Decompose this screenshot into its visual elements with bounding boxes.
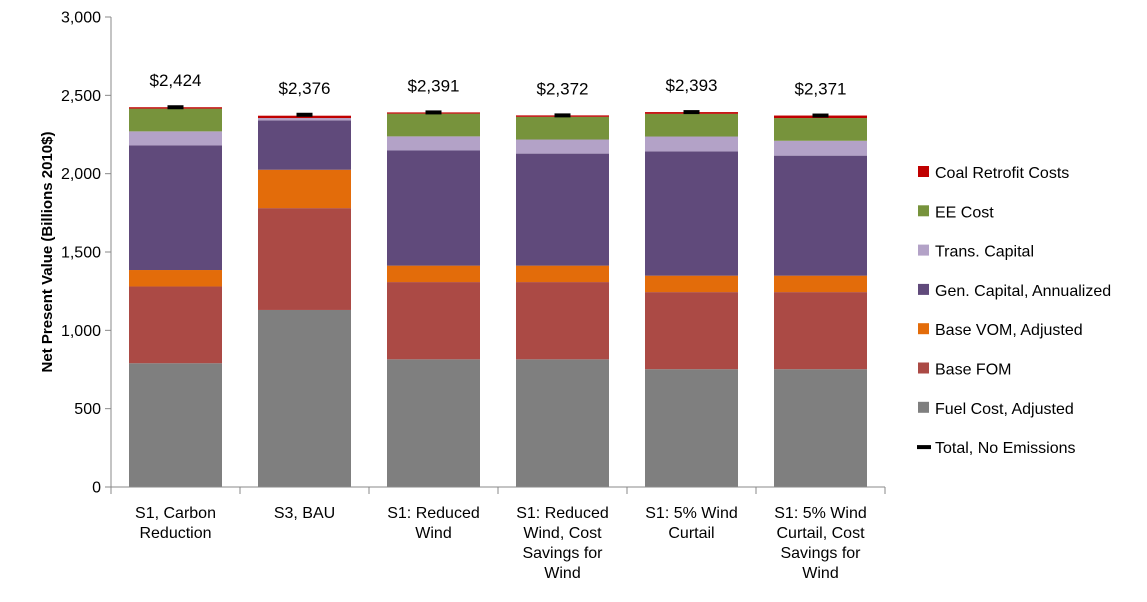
legend-label-base-vom-adjusted: Base VOM, Adjusted xyxy=(935,322,1083,339)
bar-segment-gen-capital-annualized-1 xyxy=(129,145,222,271)
bar-segment-trans-capital-3 xyxy=(387,136,480,151)
bar-segment-trans-capital-4 xyxy=(516,139,609,154)
legend-label-ee-cost: EE Cost xyxy=(935,204,994,221)
legend-swatch-ee-cost xyxy=(918,205,929,217)
total-label-4: $2,372 xyxy=(537,79,589,98)
category-label-2: S3, BAU xyxy=(274,505,335,522)
legend-swatch-fuel-cost-adjusted xyxy=(918,401,929,413)
total-marker-1 xyxy=(167,105,184,110)
axes: S1, Carbon Reduction S3, BAU S1: Reduced Win… xyxy=(61,10,886,582)
bar-segment-base-fom-3 xyxy=(387,282,480,360)
bar-segment-ee-cost-6 xyxy=(774,118,867,141)
category-label-1: S1, Carbon Reduction xyxy=(135,505,216,542)
category-label-5: S1: 5% Wind Curtail xyxy=(645,505,737,542)
y-tick-label-2500: 2,500 xyxy=(61,88,101,105)
total-label-2: $2,376 xyxy=(279,79,331,98)
bar-segment-base-vom-adjusted-4 xyxy=(516,265,609,283)
bar-segment-fuel-cost-adjusted-3 xyxy=(387,359,480,487)
total-marker-2 xyxy=(296,112,313,117)
total-label-5: $2,393 xyxy=(666,76,718,95)
y-tick-label-1000: 1,000 xyxy=(61,323,101,340)
legend-swatch-total-no-emissions xyxy=(917,445,931,450)
category-label-4: S1: Reduced Wind, Cost Savings for Wind xyxy=(516,505,609,582)
legend-swatch-trans-capital xyxy=(918,244,929,256)
bar-segment-trans-capital-2 xyxy=(258,118,351,121)
bar-segment-base-fom-6 xyxy=(774,292,867,370)
y-tick-label-1500: 1,500 xyxy=(61,245,101,262)
legend-label-gen-capital-annualized: Gen. Capital, Annualized xyxy=(935,283,1111,300)
bar-segment-fuel-cost-adjusted-4 xyxy=(516,359,609,487)
legend-swatch-gen-capital-annualized xyxy=(918,283,929,295)
bar-group xyxy=(129,107,867,487)
bar-segment-fuel-cost-adjusted-1 xyxy=(129,363,222,487)
bar-segment-trans-capital-1 xyxy=(129,131,222,146)
bar-segment-trans-capital-6 xyxy=(774,140,867,156)
bar-segment-ee-cost-3 xyxy=(387,113,480,137)
bar-segment-fuel-cost-adjusted-6 xyxy=(774,369,867,487)
total-label-3: $2,391 xyxy=(408,76,460,95)
y-tick-label-500: 500 xyxy=(74,401,101,418)
bar-segment-gen-capital-annualized-5 xyxy=(645,151,738,276)
total-label-6: $2,371 xyxy=(795,80,847,99)
bar-segment-base-vom-adjusted-6 xyxy=(774,275,867,293)
legend-swatch-coal-retrofit-costs xyxy=(918,166,929,177)
bar-segment-base-fom-2 xyxy=(258,208,351,310)
total-marker-6 xyxy=(812,113,829,118)
bar-segment-ee-cost-5 xyxy=(645,113,738,137)
bar-segment-base-vom-adjusted-3 xyxy=(387,265,480,283)
total-marker-5 xyxy=(683,110,700,115)
bar-segment-base-fom-5 xyxy=(645,292,738,370)
y-tick-label-3000: 3,000 xyxy=(61,10,101,27)
bar-segment-fuel-cost-adjusted-2 xyxy=(258,309,351,487)
legend-label-coal-retrofit-costs: Coal Retrofit Costs xyxy=(935,165,1069,182)
total-label-1: $2,424 xyxy=(150,71,202,90)
bar-segment-base-fom-1 xyxy=(129,286,222,364)
legend: Coal Retrofit Costs EE Cost Trans. Capital… xyxy=(917,165,1111,457)
legend-swatch-base-vom-adjusted xyxy=(918,323,929,335)
bar-segment-gen-capital-annualized-2 xyxy=(258,120,351,170)
bar-segment-base-vom-adjusted-5 xyxy=(645,275,738,293)
bar-segment-base-vom-adjusted-1 xyxy=(129,270,222,287)
y-tick-label-0: 0 xyxy=(92,480,101,497)
total-marker-3 xyxy=(425,110,442,115)
bar-segment-base-fom-4 xyxy=(516,282,609,360)
bar-segment-gen-capital-annualized-4 xyxy=(516,153,609,266)
bar-segment-fuel-cost-adjusted-5 xyxy=(645,369,738,487)
y-tick-label-2000: 2,000 xyxy=(61,166,101,183)
bar-segment-gen-capital-annualized-3 xyxy=(387,150,480,266)
bar-segment-ee-cost-4 xyxy=(516,116,609,140)
category-label-3: S1: Reduced Wind xyxy=(387,505,480,542)
bar-segment-ee-cost-1 xyxy=(129,108,222,132)
total-marker-4 xyxy=(554,113,571,118)
category-label-6: S1: 5% Wind Curtail, Cost Savings for Wind xyxy=(774,505,866,582)
y-axis-label: Net Present Value (Billions 2010$) xyxy=(39,132,56,373)
legend-label-total-no-emissions: Total, No Emissions xyxy=(935,440,1076,457)
legend-label-base-fom: Base FOM xyxy=(935,362,1011,379)
bar-segment-gen-capital-annualized-6 xyxy=(774,155,867,276)
legend-label-trans-capital: Trans. Capital xyxy=(935,244,1034,261)
legend-label-fuel-cost-adjusted: Fuel Cost, Adjusted xyxy=(935,401,1074,418)
bar-segment-coal-retrofit-costs-2 xyxy=(258,115,351,119)
bar-segment-base-vom-adjusted-2 xyxy=(258,169,351,209)
bar-segment-trans-capital-5 xyxy=(645,136,738,152)
legend-swatch-base-fom xyxy=(918,362,929,374)
total-markers: $2,424 $2,376 $2,391 $2,372 $2,393 $2,371 xyxy=(150,71,847,118)
